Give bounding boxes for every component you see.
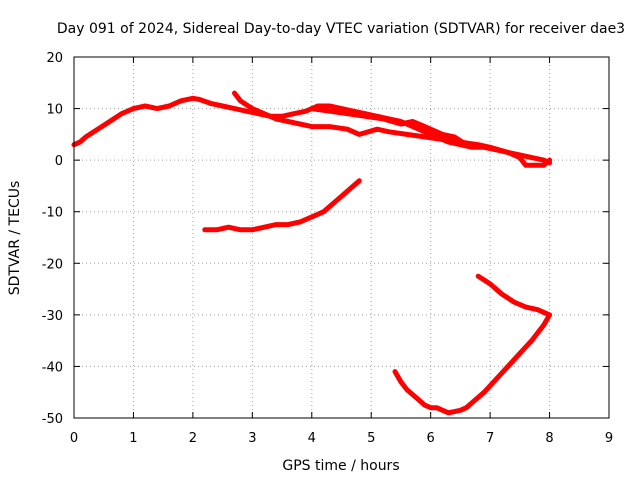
series-line-3 (309, 106, 469, 148)
x-tick-label: 4 (308, 431, 316, 446)
series-line-4 (202, 178, 362, 233)
x-tick-label: 0 (70, 431, 78, 446)
x-tick-label: 6 (427, 431, 435, 446)
x-axis-ticks: 0 1 2 3 4 5 6 7 8 9 (70, 57, 613, 446)
y-axis-ticks: -50 -40 -30 -20 -10 0 10 20 (42, 51, 609, 427)
y-tick-label: -40 (42, 360, 63, 375)
series-line-2 (232, 90, 553, 168)
plot-frame (73, 56, 610, 419)
x-tick-label: 1 (129, 431, 137, 446)
series-line-1 (71, 95, 553, 166)
x-tick-label: 2 (189, 431, 197, 446)
y-tick-label: 10 (46, 103, 63, 118)
x-tick-label: 9 (605, 431, 613, 446)
y-axis-label: SDTVAR / TECUs (7, 181, 23, 296)
y-tick-label: -10 (42, 206, 63, 221)
x-tick-label: 8 (545, 431, 553, 446)
y-tick-label: -20 (42, 257, 63, 272)
x-tick-label: 5 (367, 431, 375, 446)
y-tick-label: -50 (42, 412, 63, 427)
x-tick-label: 7 (486, 431, 494, 446)
y-tick-label: 20 (46, 51, 63, 66)
y-tick-label: -30 (42, 309, 63, 324)
chart-title: Day 091 of 2024, Sidereal Day-to-day VTE… (57, 21, 625, 37)
data-series (71, 90, 553, 416)
series-line-5 (392, 273, 553, 416)
x-tick-label: 3 (248, 431, 256, 446)
x-axis-label: GPS time / hours (282, 458, 399, 474)
y-tick-label: 0 (55, 154, 63, 169)
